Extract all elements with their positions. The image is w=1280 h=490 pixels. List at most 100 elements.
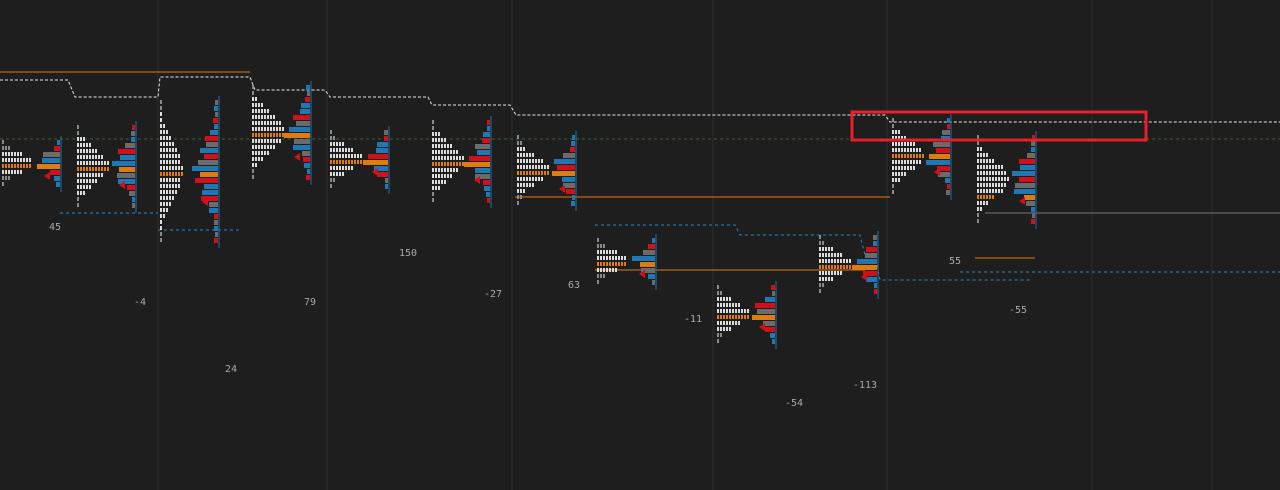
tpo-block [172,160,174,164]
volume-bar [306,85,310,90]
volume-bar [1024,195,1035,200]
tpo-block [160,166,162,170]
tpo-block [822,283,824,287]
tpo-block [450,174,452,178]
tpo-block [459,156,461,160]
tpo-block [729,321,731,325]
volume-bar [648,274,655,279]
tpo-block [14,152,16,156]
tpo-block [544,171,546,175]
tpo-block [983,183,985,187]
tpo-block [901,142,903,146]
tpo-block [1001,189,1003,193]
volume-bar [385,178,388,183]
tpo-block [330,148,332,152]
volume-bar [214,226,218,231]
tpo-block [523,147,525,151]
tpo-block [333,154,335,158]
tpo-block [977,171,979,175]
volume-bar [1014,189,1035,194]
naked-poc-marker [1019,197,1025,205]
tpo-block [160,214,162,218]
tpo-block [606,268,608,272]
volume-bar [571,141,575,146]
blue-dashed-line-3 [595,224,1030,281]
tpo-block [741,315,743,319]
tpo-block [80,137,82,141]
tpo-block [986,153,988,157]
tpo-block [529,153,531,157]
tpo-block [432,198,434,202]
tpo-block [532,153,534,157]
tpo-block [172,166,174,170]
tpo-block [101,155,103,159]
tpo-block [160,124,162,128]
tpo-block [462,162,464,166]
tpo-block [273,139,275,143]
tpo-block [822,259,824,263]
tpo-block [529,159,531,163]
volume-bar [132,197,135,202]
tpo-block [330,172,332,176]
tpo-block [998,171,1000,175]
tpo-block [330,160,332,164]
tpo-block [23,164,25,168]
tpo-block [26,158,28,162]
tpo-block [609,262,611,266]
tpo-block [986,171,988,175]
tpo-block [169,202,171,206]
tpo-block [11,170,13,174]
tpo-block [435,168,437,172]
tpo-block [597,256,599,260]
tpo-block [163,184,165,188]
tpo-block [444,156,446,160]
tpo-block [837,253,839,257]
tpo-block [80,167,82,171]
tpo-block [258,139,260,143]
volume-bar [475,168,490,173]
tpo-block [523,165,525,169]
volume-bar [1031,207,1035,212]
tpo-block [462,156,464,160]
tpo-block [264,121,266,125]
tpo-block [432,162,434,166]
tpo-block [825,277,827,281]
tpo-block [20,170,22,174]
tpo-block [432,192,434,196]
tpo-block [330,178,332,182]
tpo-block [77,167,79,171]
tpo-block [747,309,749,313]
tpo-block [532,171,534,175]
volume-bar [213,118,218,123]
volume-bar [946,190,950,195]
tpo-block [83,173,85,177]
tpo-block [977,189,979,193]
tpo-block [606,250,608,254]
tpo-block [333,148,335,152]
tpo-block [840,259,842,263]
tpo-block [517,159,519,163]
tpo-block [169,136,171,140]
delta-label-0: 45 [49,222,61,233]
tpo-block [163,166,165,170]
volume-bar [306,175,310,180]
tpo-block [529,183,531,187]
tpo-block [444,150,446,154]
tpo-block [252,139,254,143]
tpo-block [178,166,180,170]
tpo-block [330,184,332,188]
tpo-block [432,126,434,130]
tpo-block [998,189,1000,193]
tpo-block [5,164,7,168]
tpo-block [453,168,455,172]
tpo-block [166,196,168,200]
tpo-block [600,262,602,266]
tpo-block [980,165,982,169]
volume-bar [307,169,310,174]
tpo-block [895,142,897,146]
tpo-block [907,142,909,146]
tpo-block [80,155,82,159]
tpo-block [26,164,28,168]
tpo-block [520,183,522,187]
tpo-block [2,182,4,186]
